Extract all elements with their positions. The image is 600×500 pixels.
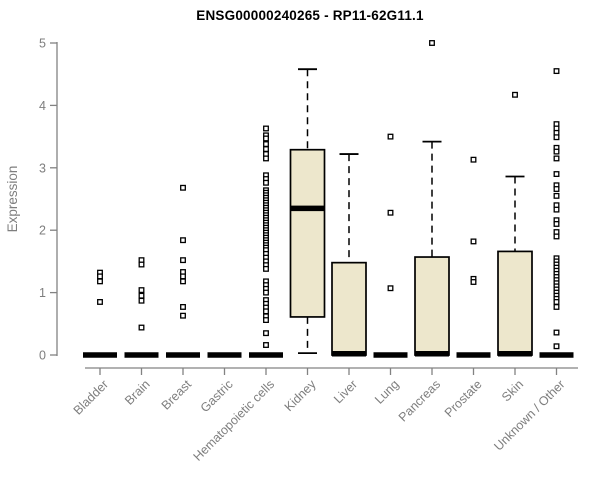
outlier-point: [97, 273, 103, 280]
boxplot-brain: [124, 257, 159, 358]
y-tick-label: 5: [39, 37, 46, 51]
boxplot-breast: [166, 184, 200, 358]
outlier-point: [553, 329, 560, 336]
outlier-point: [263, 317, 269, 324]
y-tick-label: 3: [39, 161, 46, 175]
median-line: [498, 351, 532, 357]
chart-title: ENSG00000240265 - RP11-62G11.1: [196, 8, 424, 23]
box: [331, 261, 367, 356]
boxplot-skin: [497, 91, 533, 357]
outlier-point: [263, 155, 269, 162]
outlier-point: [387, 209, 394, 216]
outlier-point: [553, 192, 560, 199]
x-tick-label-breast: Breast: [159, 377, 195, 413]
median-line: [166, 352, 200, 358]
median-line: [83, 352, 117, 358]
outlier-point: [263, 308, 269, 315]
outlier-point: [553, 134, 560, 141]
x-tick-label-kidney: Kidney: [282, 377, 319, 414]
x-tick-label-pancreas: Pancreas: [396, 377, 443, 424]
median-line: [249, 352, 283, 358]
x-tick-label-bladder: Bladder: [71, 377, 111, 417]
outlier-point: [387, 133, 394, 140]
outlier-point: [429, 40, 435, 46]
outlier-point: [138, 287, 145, 294]
outlier-point: [180, 304, 186, 310]
x-tick-label-hematopoietic-cells: Hematopoietic cells: [191, 377, 278, 464]
outlier-point: [512, 91, 518, 98]
outlier-point: [470, 238, 477, 245]
boxplot-prostate: [456, 156, 491, 358]
outlier-point: [553, 155, 560, 162]
median-line: [539, 352, 574, 358]
outlier-point: [180, 237, 186, 244]
outlier-point: [263, 125, 269, 132]
x-tick-label-gastric: Gastric: [198, 377, 236, 415]
outlier-point: [180, 278, 186, 285]
x-tick-label-brain: Brain: [122, 377, 153, 408]
outlier-point: [97, 299, 103, 305]
boxplot-liver: [331, 153, 367, 357]
boxplot-kidney: [289, 68, 326, 355]
x-tick-label-prostate: Prostate: [442, 377, 485, 420]
outlier-point: [553, 206, 560, 213]
boxplot-unknown-other: [539, 68, 574, 358]
x-tick-label-unknown-other: Unknown / Other: [491, 377, 567, 453]
boxplot-gastric: [207, 352, 242, 358]
outlier-point: [180, 184, 186, 191]
y-tick-label: 4: [39, 99, 46, 113]
median-line: [290, 205, 325, 212]
outlier-point: [138, 324, 145, 331]
outlier-point: [553, 148, 560, 155]
outlier-point: [263, 141, 269, 148]
median-line: [124, 352, 159, 358]
outlier-point: [553, 304, 560, 310]
outlier-point: [470, 156, 477, 163]
outlier-point: [263, 265, 269, 272]
outlier-point: [180, 257, 186, 264]
box: [289, 148, 326, 318]
median-line: [415, 351, 449, 357]
boxplot-hematopoietic-cells: [249, 125, 283, 358]
outlier-point: [553, 186, 560, 192]
median-line: [456, 352, 491, 358]
outlier-point: [138, 261, 145, 268]
median-line: [373, 352, 408, 358]
outlier-point: [97, 278, 103, 285]
box: [414, 256, 450, 356]
median-line: [207, 352, 242, 358]
outlier-point: [263, 289, 269, 296]
outlier-point: [263, 146, 269, 153]
median-line: [332, 351, 366, 357]
x-tick-label-liver: Liver: [331, 377, 360, 406]
outlier-point: [553, 299, 560, 305]
outlier-point: [263, 330, 269, 337]
outlier-point: [553, 171, 560, 177]
outlier-point: [138, 297, 145, 304]
outlier-point: [553, 343, 560, 350]
boxplot-bladder: [83, 269, 117, 358]
boxplot-pancreas: [414, 40, 450, 357]
y-tick-label: 2: [39, 224, 46, 238]
outlier-point: [180, 273, 186, 280]
y-tick-label: 0: [39, 349, 46, 363]
outlier-point: [180, 312, 186, 319]
outlier-point: [553, 221, 560, 227]
boxplot-lung: [373, 133, 408, 358]
outlier-point: [553, 233, 560, 240]
y-tick-label: 1: [39, 286, 46, 300]
outlier-point: [470, 279, 477, 285]
x-tick-label-skin: Skin: [499, 377, 526, 404]
outlier-point: [553, 68, 560, 75]
outlier-point: [138, 292, 145, 299]
x-tick-label-lung: Lung: [372, 377, 402, 407]
outlier-point: [263, 179, 269, 186]
box: [497, 250, 533, 356]
outlier-point: [387, 285, 394, 292]
outlier-point: [263, 342, 269, 348]
outlier-point: [263, 135, 269, 142]
